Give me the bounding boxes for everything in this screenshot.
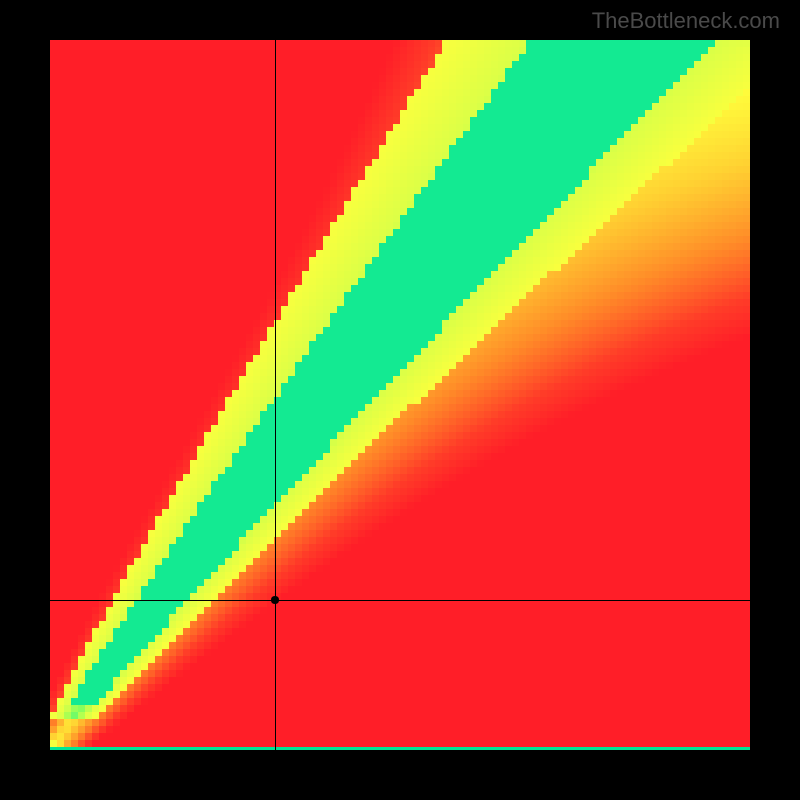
heatmap-canvas <box>50 40 750 750</box>
watermark-text: TheBottleneck.com <box>592 8 780 34</box>
bottleneck-heatmap <box>50 40 750 750</box>
